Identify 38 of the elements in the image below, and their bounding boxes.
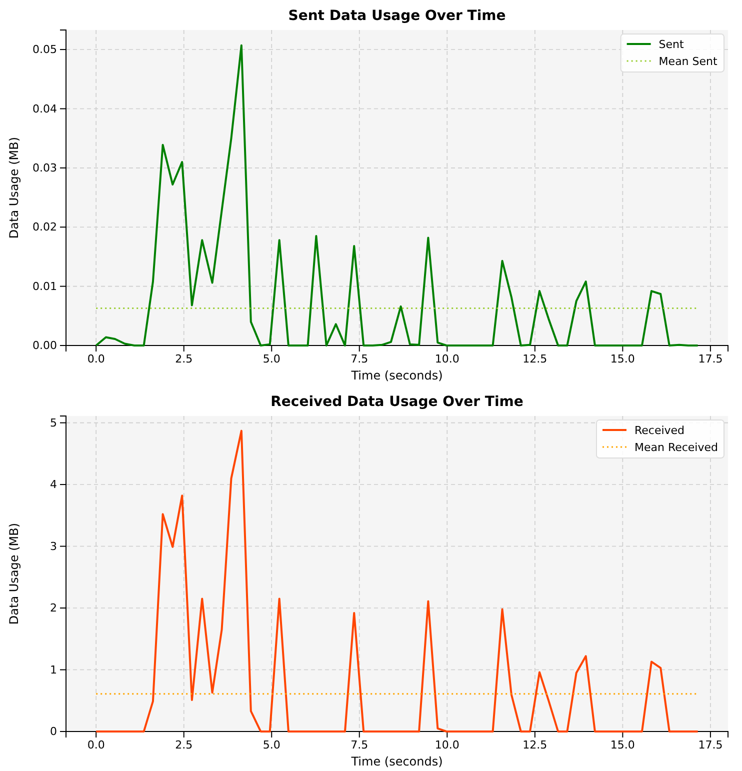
y-tick-label: 3 bbox=[50, 539, 57, 552]
x-tick-label: 7.5 bbox=[350, 352, 368, 366]
x-tick-label: 7.5 bbox=[350, 738, 368, 751]
y-tick-label: 0.05 bbox=[32, 43, 57, 56]
x-axis-title: Time (seconds) bbox=[350, 368, 443, 382]
x-tick-label: 15.0 bbox=[610, 352, 635, 366]
x-tick-label: 2.5 bbox=[175, 352, 193, 366]
y-tick-label: 1 bbox=[50, 662, 57, 676]
x-tick-label: 17.5 bbox=[698, 738, 723, 751]
x-tick-label: 12.5 bbox=[522, 352, 548, 366]
y-axis-title: Data Usage (MB) bbox=[7, 522, 21, 624]
legend-label: Mean Received bbox=[634, 440, 718, 454]
x-tick-label: 10.0 bbox=[434, 738, 460, 751]
x-tick-label: 10.0 bbox=[434, 352, 460, 366]
y-tick-label: 2 bbox=[50, 601, 57, 614]
legend-label: Mean Sent bbox=[658, 55, 718, 68]
x-tick-label: 2.5 bbox=[175, 738, 193, 751]
y-tick-label: 4 bbox=[50, 478, 57, 491]
y-tick-label: 0.01 bbox=[32, 280, 57, 293]
y-tick-label: 0 bbox=[50, 724, 57, 738]
chart-title: Sent Data Usage Over Time bbox=[288, 8, 506, 24]
x-tick-label: 0.0 bbox=[87, 738, 105, 751]
x-tick-label: 15.0 bbox=[610, 738, 635, 751]
x-tick-label: 17.5 bbox=[698, 352, 723, 366]
chart-title: Received Data Usage Over Time bbox=[270, 394, 524, 410]
y-tick-label: 0.04 bbox=[32, 102, 57, 116]
y-tick-label: 0.00 bbox=[32, 339, 57, 352]
x-tick-label: 5.0 bbox=[262, 738, 280, 751]
y-axis-title: Data Usage (MB) bbox=[7, 136, 21, 239]
y-tick-label: 0.02 bbox=[32, 220, 57, 234]
x-axis-title: Time (seconds) bbox=[350, 754, 443, 768]
legend-label: Received bbox=[634, 424, 685, 436]
y-tick-label: 5 bbox=[50, 416, 57, 429]
x-tick-label: 12.5 bbox=[522, 738, 548, 751]
legend-label: Sent bbox=[658, 38, 685, 51]
x-tick-label: 5.0 bbox=[262, 352, 280, 366]
x-tick-label: 0.0 bbox=[87, 352, 105, 366]
y-tick-label: 0.03 bbox=[32, 161, 57, 174]
